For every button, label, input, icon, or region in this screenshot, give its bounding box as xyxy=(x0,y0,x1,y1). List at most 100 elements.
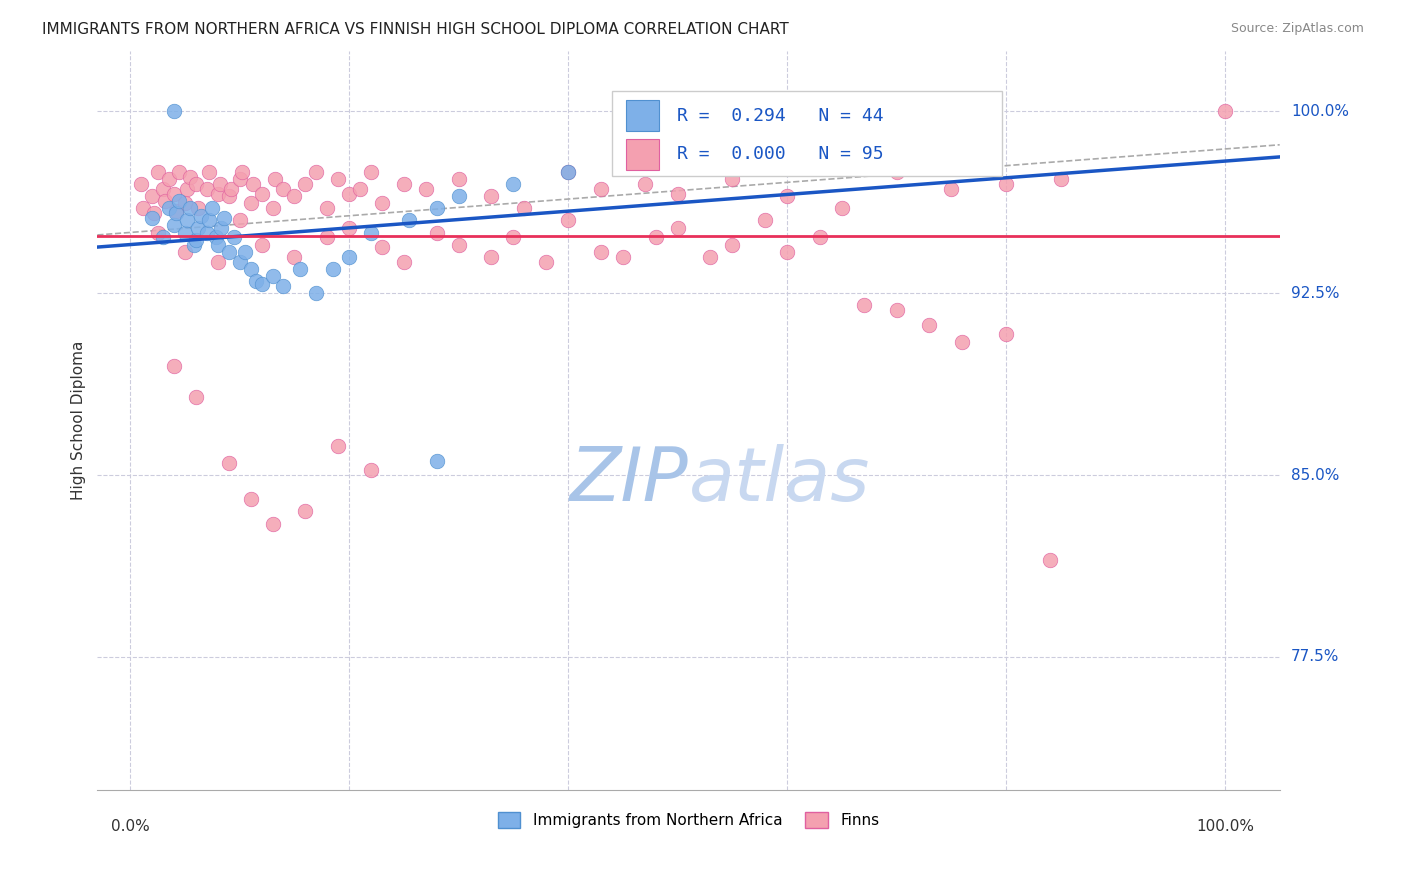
Text: 77.5%: 77.5% xyxy=(1291,649,1339,665)
Point xyxy=(174,226,197,240)
Point xyxy=(245,274,267,288)
Point xyxy=(143,206,166,220)
Point xyxy=(250,237,273,252)
Point xyxy=(808,230,831,244)
Point xyxy=(219,182,242,196)
Text: Source: ZipAtlas.com: Source: ZipAtlas.com xyxy=(1230,22,1364,36)
Point xyxy=(666,220,689,235)
Point xyxy=(218,244,240,259)
Point xyxy=(273,182,295,196)
Point xyxy=(163,359,186,373)
Point xyxy=(481,250,503,264)
Point xyxy=(273,279,295,293)
Point xyxy=(155,194,177,208)
Point xyxy=(349,182,371,196)
Point xyxy=(776,244,799,259)
Point xyxy=(184,177,207,191)
Point xyxy=(228,172,250,186)
Point xyxy=(371,240,394,254)
Point xyxy=(187,202,209,216)
Point xyxy=(262,516,284,531)
Point xyxy=(398,213,420,227)
Point xyxy=(262,269,284,284)
Bar xyxy=(626,100,659,131)
Point xyxy=(242,177,264,191)
Point xyxy=(322,262,344,277)
Point xyxy=(612,250,634,264)
Text: 100.0%: 100.0% xyxy=(1291,103,1348,119)
Point xyxy=(169,194,191,208)
Point xyxy=(852,298,875,312)
Point xyxy=(502,177,524,191)
Point xyxy=(294,504,316,518)
Point xyxy=(184,391,207,405)
Point xyxy=(187,220,209,235)
Point xyxy=(360,226,382,240)
Point xyxy=(201,202,224,216)
Y-axis label: High School Diploma: High School Diploma xyxy=(72,341,86,500)
Point xyxy=(426,226,449,240)
Point xyxy=(666,148,689,162)
Point xyxy=(426,453,449,467)
Text: ZIP: ZIP xyxy=(569,443,689,516)
Point xyxy=(209,220,232,235)
Point xyxy=(250,277,273,291)
Point xyxy=(176,213,198,227)
Point xyxy=(263,172,285,186)
Point xyxy=(174,196,197,211)
Point xyxy=(328,172,350,186)
Text: 100.0%: 100.0% xyxy=(1197,820,1254,835)
Point xyxy=(776,189,799,203)
Point xyxy=(447,189,470,203)
Point xyxy=(152,182,174,196)
Point xyxy=(392,177,415,191)
Point xyxy=(283,189,305,203)
Point xyxy=(179,169,201,184)
Point xyxy=(141,189,163,203)
Point xyxy=(208,177,231,191)
Point xyxy=(129,177,152,191)
Point xyxy=(634,177,657,191)
Point xyxy=(163,186,186,201)
Point xyxy=(918,318,941,332)
Point xyxy=(224,230,246,244)
Point xyxy=(146,165,169,179)
Point xyxy=(231,165,253,179)
FancyBboxPatch shape xyxy=(612,91,1002,177)
Point xyxy=(699,250,721,264)
Point xyxy=(589,244,612,259)
Point xyxy=(179,202,201,216)
Point xyxy=(557,213,579,227)
Point xyxy=(207,254,229,268)
Point xyxy=(239,492,262,507)
Point xyxy=(513,202,536,216)
Point xyxy=(250,186,273,201)
Point xyxy=(447,237,470,252)
Point xyxy=(337,186,360,201)
Text: R =  0.000   N = 95: R = 0.000 N = 95 xyxy=(676,145,883,163)
Point xyxy=(316,202,339,216)
Point xyxy=(534,254,557,268)
Point xyxy=(392,254,415,268)
Point xyxy=(262,202,284,216)
Point xyxy=(163,219,186,233)
Point xyxy=(1039,553,1062,567)
Point xyxy=(721,143,744,157)
Text: 0.0%: 0.0% xyxy=(111,820,149,835)
Text: R =  0.294   N = 44: R = 0.294 N = 44 xyxy=(676,107,883,125)
Point xyxy=(447,172,470,186)
Point xyxy=(165,206,187,220)
Point xyxy=(481,189,503,203)
Point xyxy=(283,250,305,264)
Point xyxy=(831,202,853,216)
Text: 85.0%: 85.0% xyxy=(1291,467,1339,483)
Point xyxy=(157,172,180,186)
Text: atlas: atlas xyxy=(689,443,870,516)
Point xyxy=(146,226,169,240)
Point xyxy=(239,262,262,277)
Point xyxy=(174,244,197,259)
Point xyxy=(305,165,328,179)
Point xyxy=(589,182,612,196)
Point xyxy=(195,182,218,196)
Point xyxy=(152,230,174,244)
